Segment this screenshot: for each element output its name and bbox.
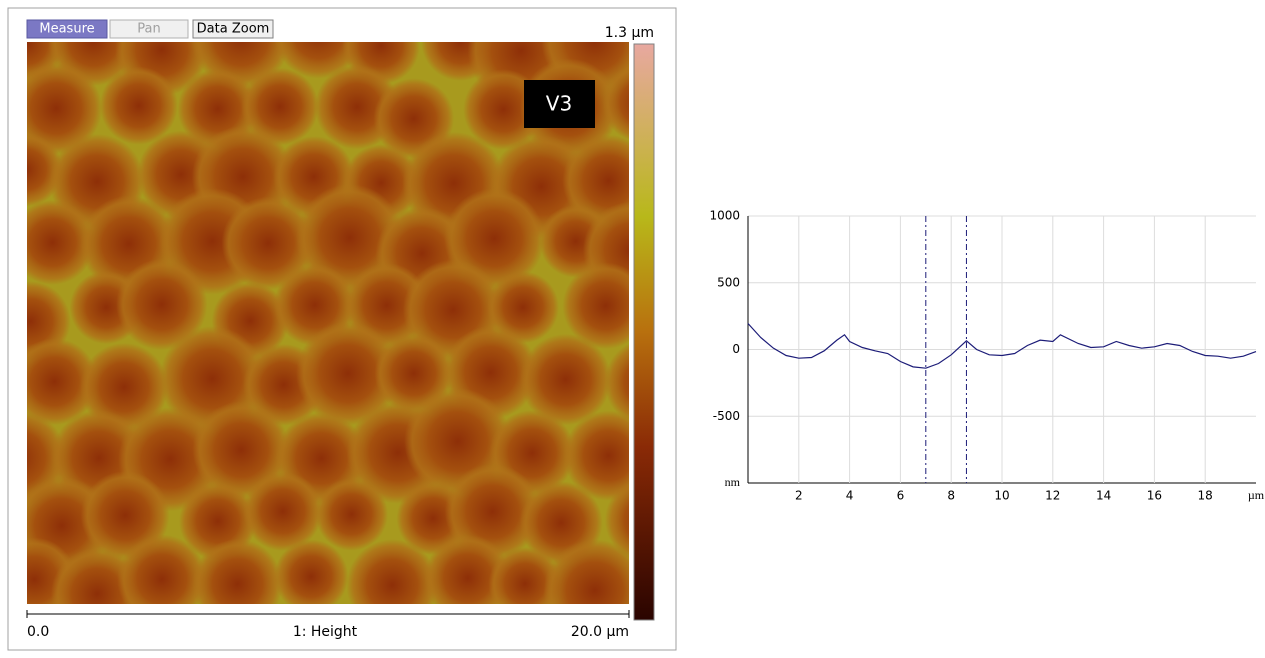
y-tick-label: 500 [717, 275, 740, 289]
cell [543, 539, 629, 604]
button[interactable] [192, 19, 274, 39]
x-tick-label: µm [1248, 488, 1265, 502]
x-tick-label: 2 [795, 489, 803, 503]
cell [27, 338, 98, 426]
cell [243, 471, 323, 551]
button[interactable] [109, 19, 189, 39]
y-tick-label: nm [725, 475, 741, 489]
cell [192, 538, 283, 604]
x-tick-label: 4 [846, 489, 854, 503]
x-tick-label: 10 [994, 489, 1009, 503]
profile-chart: nm -500 0 500 1000 2 4 6 8 10 12 14 16 18 µm [709, 209, 1264, 503]
cell [604, 481, 629, 559]
x-start: 0.0 [27, 624, 49, 640]
cell [241, 67, 319, 146]
cell [80, 343, 169, 432]
x-end: 20.0 µm [571, 624, 629, 640]
cell [117, 534, 207, 604]
x-tick-label: 14 [1096, 489, 1111, 503]
cell [562, 262, 629, 349]
scale-max: 1.3 µm [605, 25, 654, 41]
cell [519, 333, 612, 426]
y-tick-label: 0 [732, 342, 740, 356]
x-tick-label: 6 [897, 489, 905, 503]
x-tick-label: 8 [947, 489, 955, 503]
button-label[interactable]: Pan [137, 22, 160, 37]
cell [315, 477, 388, 551]
cell [27, 62, 103, 155]
cell [488, 547, 562, 604]
cell [604, 343, 629, 422]
profile-line [747, 323, 1257, 369]
x-tick-label: 16 [1147, 489, 1162, 503]
image-label: V3 [546, 92, 572, 116]
y-tick-label: -500 [713, 409, 740, 423]
x-tick-label: 18 [1198, 489, 1213, 503]
cell [99, 66, 178, 145]
cell [27, 200, 95, 285]
cell [296, 321, 400, 426]
label-box [524, 80, 595, 128]
cell [374, 334, 454, 413]
cell [192, 401, 290, 499]
y-tick-label: 1000 [709, 209, 740, 223]
button-label[interactable]: Data Zoom [197, 22, 270, 37]
cell [562, 134, 629, 227]
cell [346, 539, 439, 604]
color-bar [633, 43, 655, 621]
button[interactable] [26, 19, 108, 39]
cell [563, 410, 629, 501]
height-image [27, 42, 629, 604]
cell [486, 271, 560, 344]
cell [116, 258, 208, 351]
cell [274, 539, 349, 604]
x-tick-label: 12 [1045, 489, 1060, 503]
toolbar: Measure Pan Data Zoom [26, 19, 274, 39]
cell [221, 196, 315, 290]
cell [602, 64, 629, 141]
button-label[interactable]: Measure [39, 22, 94, 37]
channel: 1: Height [293, 624, 358, 640]
